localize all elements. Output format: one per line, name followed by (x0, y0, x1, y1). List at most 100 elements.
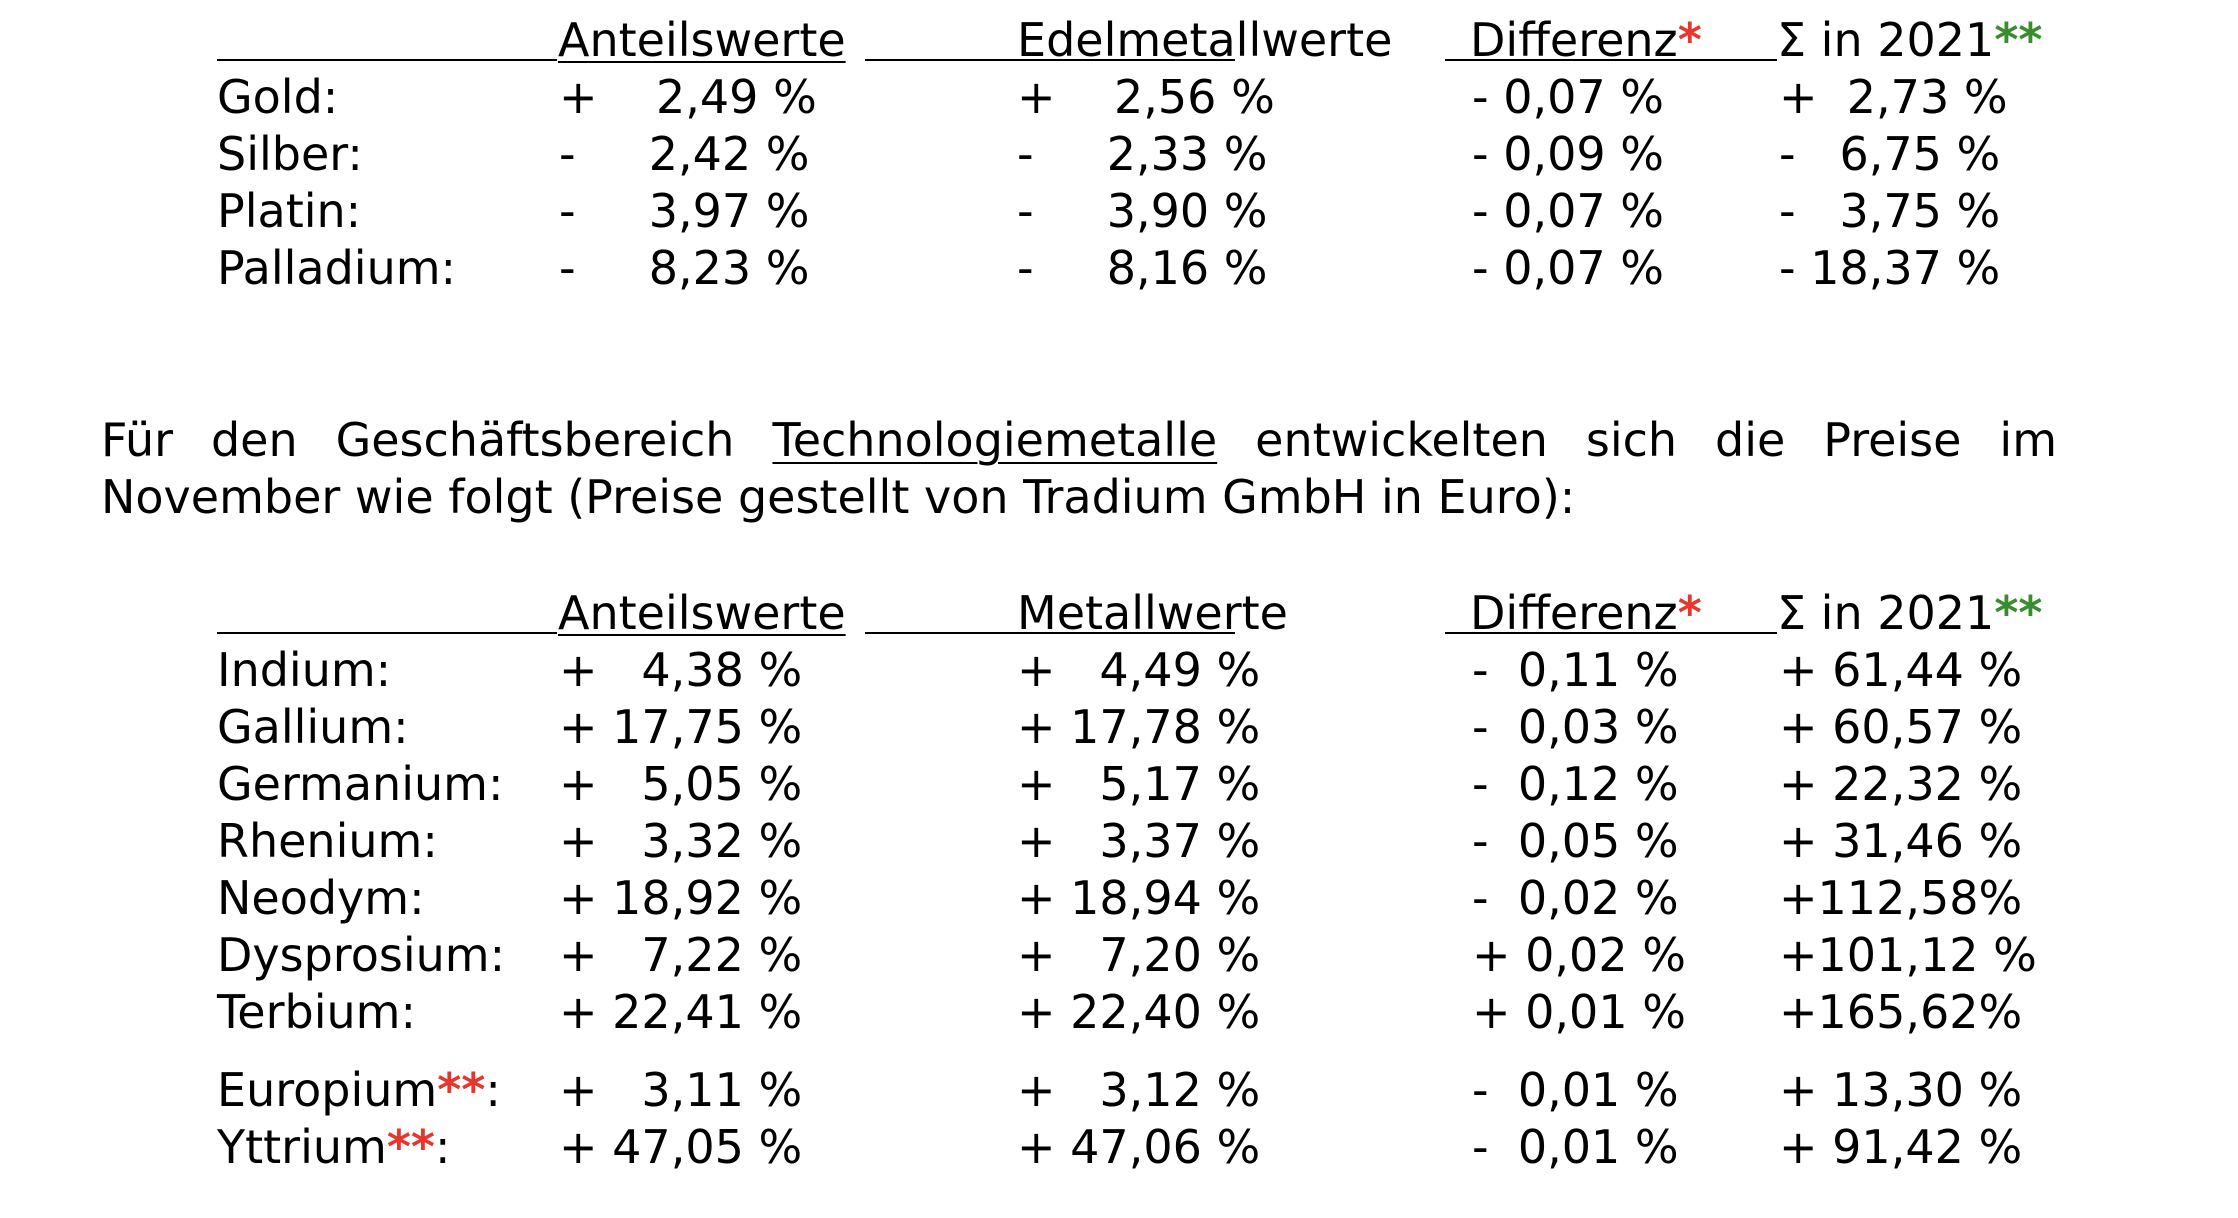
header-differenz: Differenz* (1470, 586, 1702, 640)
anteilswert-cell: - 3,97 % (559, 184, 810, 238)
table-row: Europium**: + 3,11 % + 3,12 % - 0,01 % + 13,… (217, 1062, 2077, 1119)
footnote-mark: ** (1994, 13, 2043, 67)
header-rule (865, 59, 1235, 61)
header-anteilswerte: Anteilswerte (558, 586, 846, 640)
metallwert-cell: + 3,12 % (1017, 1063, 1261, 1117)
metal-name: Palladium: (217, 240, 456, 297)
differenz-cell: - 0,05 % (1472, 814, 1679, 868)
sum-2021-cell: - 6,75 % (1779, 127, 2001, 181)
anteilswert-cell: + 5,05 % (559, 757, 803, 811)
metal-name: Gallium: (217, 699, 409, 756)
table-row: Rhenium: + 3,32 % + 3,37 % - 0,05 % + 31,46 … (217, 813, 2077, 870)
metal-label: Gold: (217, 70, 339, 124)
metallwert-cell: + 7,20 % (1017, 928, 1261, 982)
anteilswert-cell: + 22,41 % (559, 985, 803, 1039)
anteilswert-cell: - 2,42 % (559, 127, 810, 181)
footnote-mark: * (1677, 13, 1702, 67)
metal-label-suffix: : (485, 1063, 501, 1117)
metal-label: Germanium: (217, 757, 504, 811)
header-metallwerte: Metallwerte (1017, 586, 1288, 640)
table-row: Germanium: + 5,05 % + 5,17 % - 0,12 % + 22,3… (217, 756, 2077, 813)
metal-name: Neodym: (217, 870, 425, 927)
table-row: Indium: + 4,38 % + 4,49 % - 0,11 % + 61,44 % (217, 642, 2077, 699)
metal-label: Neodym: (217, 871, 425, 925)
precious-metals-table: Anteilswerte Edelmetallwerte Differenz* … (217, 12, 2077, 297)
metal-name: Indium: (217, 642, 391, 699)
anteilswert-cell: + 18,92 % (559, 871, 803, 925)
table-row: Silber: - 2,42 % - 2,33 % - 0,09 % - 6,75 % (217, 126, 2077, 183)
header-edelmetallwerte: Edelmetallwerte (1017, 13, 1393, 67)
table-row: Platin: - 3,97 % - 3,90 % - 0,07 % - 3,75 % (217, 183, 2077, 240)
differenz-cell: - 0,03 % (1472, 700, 1679, 754)
anteilswert-cell: + 3,11 % (559, 1063, 803, 1117)
table-row: Palladium: - 8,23 % - 8,16 % - 0,07 % - 18,3… (217, 240, 2077, 297)
body-paragraph: Für den Geschäftsbereich Technologiemeta… (101, 413, 2057, 524)
metallwert-cell: + 5,17 % (1017, 757, 1261, 811)
metallwert-cell: + 3,37 % (1017, 814, 1261, 868)
sum-2021-cell: + 13,30 % (1779, 1063, 2023, 1117)
metal-label: Platin: (217, 184, 362, 238)
metal-name: Germanium: (217, 756, 503, 813)
header-sum-2021: Σ in 2021** (1777, 586, 2043, 640)
metal-name: Dysprosium: (217, 927, 505, 984)
metallwert-cell: + 47,06 % (1017, 1120, 1261, 1174)
header-rule (217, 59, 557, 61)
differenz-cell: - 0,11 % (1472, 643, 1679, 697)
differenz-cell: + 0,01 % (1472, 985, 1686, 1039)
sum-2021-cell: + 91,42 % (1779, 1120, 2023, 1174)
sum-2021-cell: + 60,57 % (1779, 700, 2023, 754)
metallwert-cell: + 17,78 % (1017, 700, 1261, 754)
differenz-cell: - 0,07 % (1472, 241, 1664, 295)
metal-label: Rhenium: (217, 814, 438, 868)
metal-name: Yttrium**: (217, 1119, 450, 1176)
sum-2021-cell: + 31,46 % (1779, 814, 2023, 868)
footnote-mark: ** (386, 1120, 435, 1174)
anteilswert-cell: + 17,75 % (559, 700, 803, 754)
differenz-cell: - 0,07 % (1472, 70, 1664, 124)
metallwert-cell: + 22,40 % (1017, 985, 1261, 1039)
sum-2021-cell: + 22,32 % (1779, 757, 2023, 811)
table-row: Yttrium**: + 47,05 % + 47,06 % - 0,01 % + 91… (217, 1119, 2077, 1176)
metallwert-cell: + 2,56 % (1017, 70, 1275, 124)
anteilswert-cell: + 4,38 % (559, 643, 803, 697)
header-anteilswerte: Anteilswerte (558, 13, 846, 67)
table-row: Gallium: + 17,75 % + 17,78 % - 0,03 % + 60,5… (217, 699, 2077, 756)
table-row: Neodym: + 18,92 % + 18,94 % - 0,02 % +112,58… (217, 870, 2077, 927)
table-row: Terbium: + 22,41 % + 22,40 % + 0,01 % +165,6… (217, 984, 2077, 1041)
metallwert-cell: + 4,49 % (1017, 643, 1261, 697)
differenz-cell: - 0,01 % (1472, 1063, 1679, 1117)
anteilswert-cell: + 3,32 % (559, 814, 803, 868)
differenz-cell: - 0,12 % (1472, 757, 1679, 811)
sum-2021-cell: - 3,75 % (1779, 184, 2001, 238)
footnote-mark: * (1677, 586, 1702, 640)
table-header: Anteilswerte Metallwerte Differenz* Σ in… (217, 585, 2077, 642)
table-row: Gold: + 2,49 % + 2,56 % - 0,07 % + 2,73 % (217, 69, 2077, 126)
anteilswert-cell: + 2,49 % (559, 70, 817, 124)
metal-name: Platin: (217, 183, 361, 240)
differenz-cell: - 0,01 % (1472, 1120, 1679, 1174)
footnote-mark: ** (1994, 586, 2043, 640)
sum-2021-cell: +101,12 % (1779, 928, 2037, 982)
metal-label: Palladium: (217, 241, 457, 295)
differenz-cell: - 0,09 % (1472, 127, 1664, 181)
sum-2021-cell: - 18,37 % (1779, 241, 2001, 295)
differenz-cell: - 0,02 % (1472, 871, 1679, 925)
metallwert-cell: - 3,90 % (1017, 184, 1268, 238)
header-differenz: Differenz* (1470, 13, 1702, 67)
metal-name: Europium**: (217, 1062, 501, 1119)
metal-name: Gold: (217, 69, 338, 126)
underlined-term: Technologiemetalle (772, 413, 1218, 467)
header-rule (1445, 59, 1777, 61)
metal-label: Indium: (217, 643, 392, 697)
header-rule (217, 632, 557, 634)
metal-name: Silber: (217, 126, 363, 183)
sum-2021-cell: + 61,44 % (1779, 643, 2023, 697)
table-header: Anteilswerte Edelmetallwerte Differenz* … (217, 12, 2077, 69)
differenz-cell: + 0,02 % (1472, 928, 1686, 982)
metal-label: Terbium: (217, 985, 416, 1039)
metal-label: Gallium: (217, 700, 409, 754)
metal-label: Dysprosium: (217, 928, 506, 982)
metal-label-suffix: : (434, 1120, 451, 1174)
metal-label: Europium (217, 1063, 438, 1117)
